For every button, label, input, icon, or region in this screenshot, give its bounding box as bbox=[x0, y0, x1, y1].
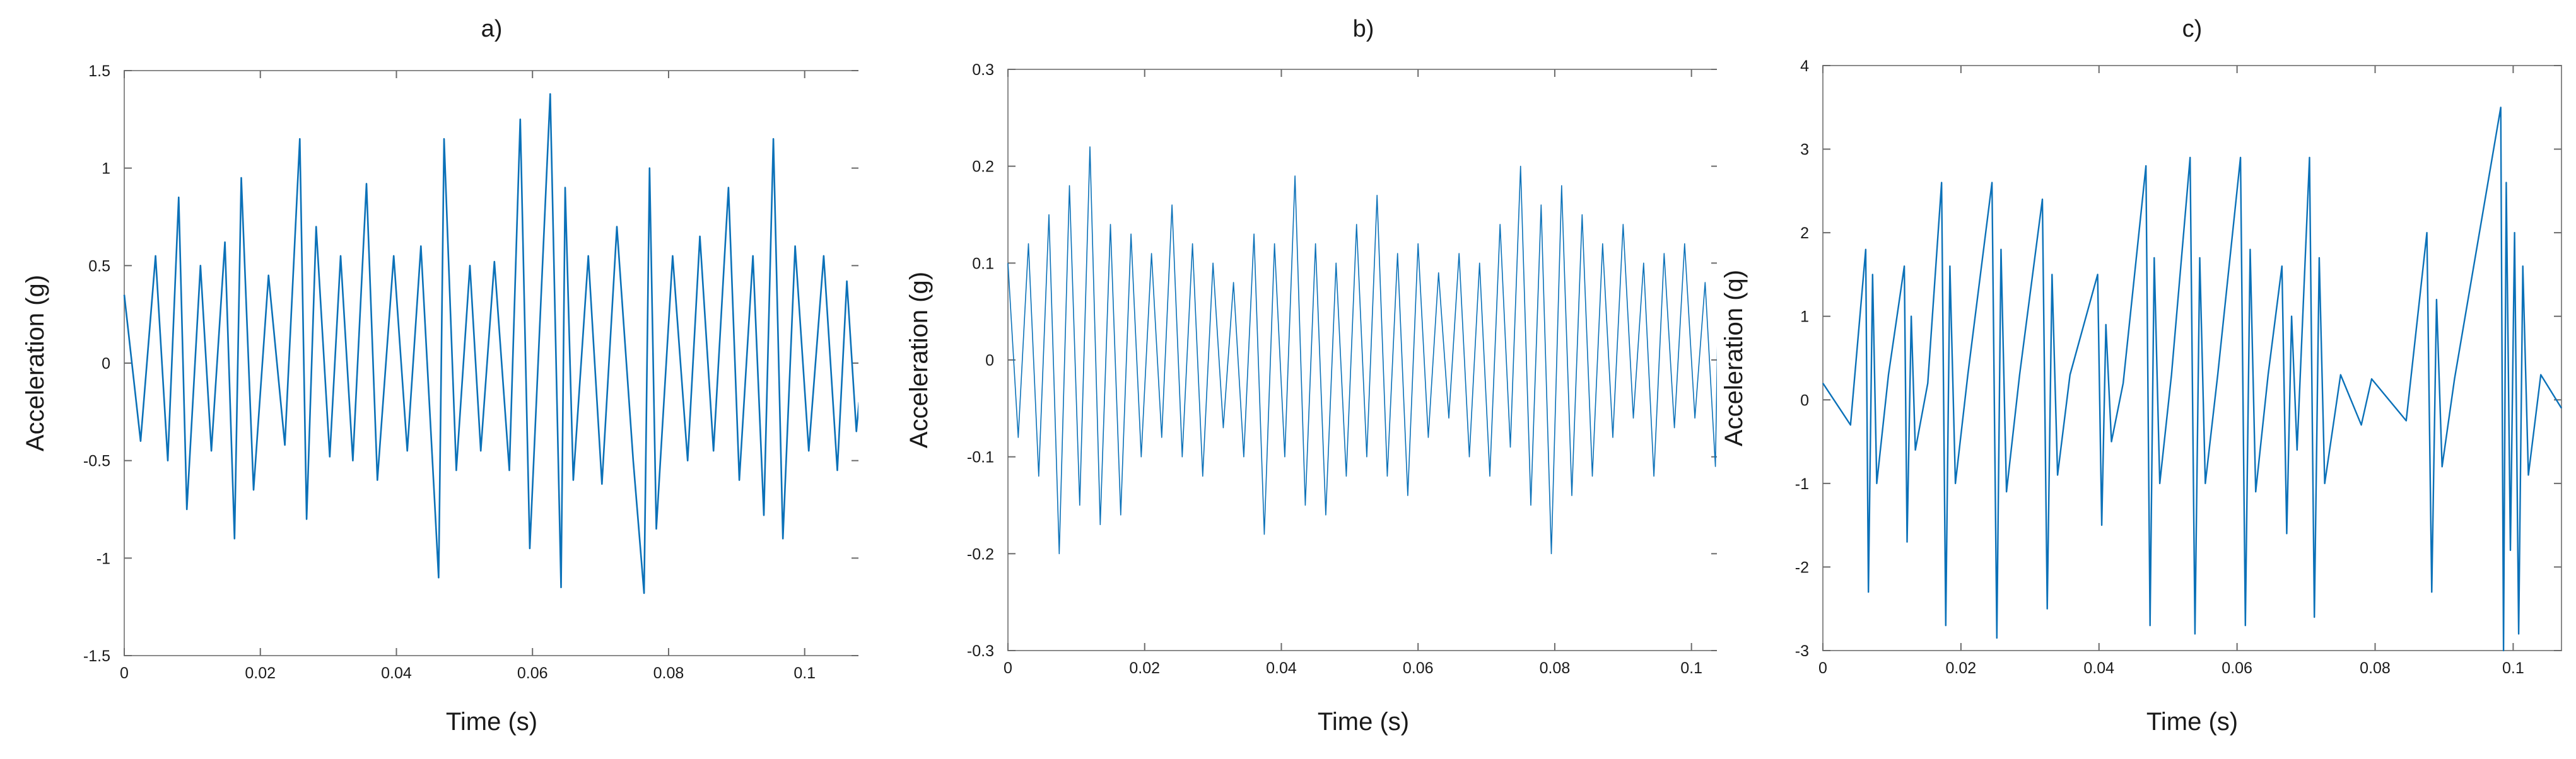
chart-c-xtick-label: 0.04 bbox=[2083, 659, 2114, 677]
chart-a-ytick-label: -1.5 bbox=[83, 647, 110, 665]
chart-b-ytick-label: 0.1 bbox=[972, 255, 994, 272]
chart-c-ylabel: Acceleration (q) bbox=[1720, 270, 1748, 446]
chart-c-ytick-label: -3 bbox=[1795, 642, 1809, 660]
chart-a-ytick-label: 1.5 bbox=[88, 62, 110, 80]
chart-a-frame bbox=[124, 70, 858, 656]
chart-a-xlabel: Time (s) bbox=[446, 708, 537, 736]
chart-a-series-line bbox=[123, 93, 858, 594]
chart-c-ytick-label: 3 bbox=[1800, 141, 1809, 159]
chart-c-xtick-label: 0.02 bbox=[1946, 659, 1977, 677]
chart-a-ytick-label: 0.5 bbox=[88, 257, 110, 275]
chart-a-ytick-label: -1 bbox=[97, 550, 110, 567]
chart-c-svg: c) -3 -2 -1 0 1 2 3 4 0 0.02 0.04 0.06 0.08 0.1 Time (s… bbox=[1720, 16, 2563, 736]
chart-c-ytick-label: 2 bbox=[1800, 224, 1809, 242]
chart-c-frame bbox=[1822, 65, 2562, 651]
chart-b-ytick-label: 0.3 bbox=[972, 61, 994, 79]
chart-c-ytick-label: -1 bbox=[1795, 475, 1809, 493]
chart-c-ytick-label: 4 bbox=[1800, 57, 1809, 75]
chart-b-ytick-label: -0.3 bbox=[967, 642, 994, 660]
chart-panel-c: c) -3 -2 -1 0 1 2 3 4 0 0.02 0.04 0.06 0.08 0.1 Time (s… bbox=[1717, 0, 2575, 759]
chart-c-xtick-label: 0.1 bbox=[2502, 659, 2524, 677]
chart-c-title: c) bbox=[2182, 16, 2203, 42]
chart-b-xtick-label: 0.1 bbox=[1680, 659, 1702, 677]
chart-panel-b: b) -0.3 -0.2 -0.1 0 0.1 0.2 0.3 0 0.02 0.04 0.06 0.0… bbox=[858, 0, 1717, 759]
chart-c-series-line bbox=[1822, 107, 2563, 652]
chart-c-ytick-label: 0 bbox=[1800, 391, 1809, 409]
chart-b-svg: b) -0.3 -0.2 -0.1 0 0.1 0.2 0.3 0 0.02 0.04 0.06 0.0… bbox=[905, 16, 1717, 736]
chart-c-xtick-label: 0.08 bbox=[2360, 659, 2391, 677]
chart-a-ytick-label: 1 bbox=[102, 160, 110, 178]
chart-a-ytick-label: -0.5 bbox=[83, 453, 110, 470]
chart-b-ytick-label: 0 bbox=[985, 352, 994, 369]
chart-c-xtick-label: 0 bbox=[1818, 659, 1827, 677]
chart-panel-a: a) -1.5 -1 -0.5 0 0.5 1 1.5 0 0.02 0.04 0.06 0.08 0.1… bbox=[0, 0, 858, 759]
chart-a-title: a) bbox=[481, 16, 503, 42]
chart-b-xtick-label: 0.06 bbox=[1403, 659, 1434, 677]
chart-a-ylabel: Acceleration (g) bbox=[21, 275, 49, 451]
chart-a-xtick-label: 0.1 bbox=[793, 664, 816, 682]
chart-b-ylabel: Acceleration (g) bbox=[905, 272, 933, 448]
chart-b-ytick-label: -0.2 bbox=[967, 545, 994, 563]
chart-a-ytick-label: 0 bbox=[102, 355, 110, 373]
chart-a-xtick-label: 0.08 bbox=[653, 664, 684, 682]
chart-b-series-line bbox=[1007, 146, 1717, 555]
chart-a-xtick-label: 0.04 bbox=[381, 664, 412, 682]
chart-c-ytick-label: -2 bbox=[1795, 559, 1809, 576]
chart-c-ytick-label: 1 bbox=[1800, 308, 1809, 326]
chart-b-xtick-label: 0.02 bbox=[1129, 659, 1160, 677]
chart-b-ytick-label: 0.2 bbox=[972, 158, 994, 176]
chart-b-xtick-label: 0.04 bbox=[1266, 659, 1297, 677]
chart-c-xtick-label: 0.06 bbox=[2222, 659, 2252, 677]
chart-b-xlabel: Time (s) bbox=[1318, 708, 1409, 736]
chart-b-title: b) bbox=[1353, 16, 1374, 42]
chart-b-ytick-label: -0.1 bbox=[967, 449, 994, 466]
chart-b-xtick-label: 0.08 bbox=[1540, 659, 1571, 677]
chart-c-xlabel: Time (s) bbox=[2146, 708, 2238, 736]
chart-a-xtick-label: 0.02 bbox=[245, 664, 276, 682]
chart-b-xtick-label: 0 bbox=[1004, 659, 1012, 677]
chart-a-svg: a) -1.5 -1 -0.5 0 0.5 1 1.5 0 0.02 0.04 0.06 0.08 0.1… bbox=[21, 16, 858, 736]
chart-a-xtick-label: 0 bbox=[120, 664, 129, 682]
chart-a-xtick-label: 0.06 bbox=[517, 664, 548, 682]
